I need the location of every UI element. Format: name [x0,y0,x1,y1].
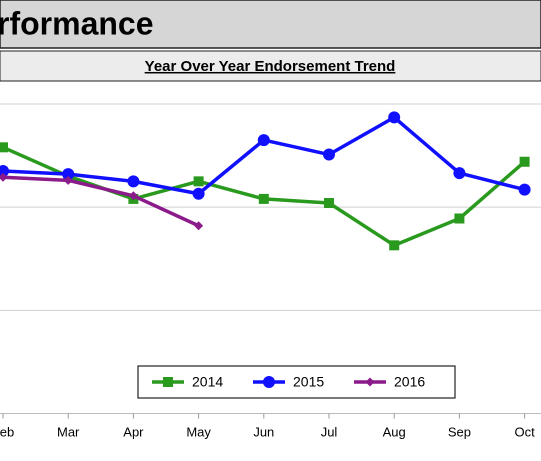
marker [323,148,335,161]
legend-label: 2015 [293,374,324,390]
header-band [0,0,541,49]
marker [324,198,334,209]
marker [518,183,531,196]
x-tick-label: Mar [57,424,80,439]
marker [0,172,8,182]
marker [257,134,270,147]
marker [192,187,205,200]
x-tick-label: Sep [448,424,471,439]
marker [519,156,530,167]
legend: 2014 2015 2016 [137,365,456,399]
series-line [2,175,200,228]
marker [453,167,466,180]
marker [365,377,375,387]
x-tick-label: Apr [123,424,144,439]
marker [128,191,138,201]
marker [0,142,8,153]
marker [258,193,269,204]
marker [62,168,75,181]
x-tick-label: May [186,424,211,439]
marker [454,213,465,224]
marker [63,175,73,185]
marker [127,175,140,188]
marker [388,111,401,124]
marker [389,240,400,251]
legend-label: 2016 [394,374,425,390]
legend-box [137,365,456,399]
marker [194,221,204,231]
marker [263,376,275,388]
plot-area: Feb Mar Apr May Jun Jul Aug Sep Oct 2014 2015 2016 [0,103,541,439]
x-tick-label: Jul [321,424,338,439]
chart-subtitle: Year Over Year Endorsement Trend [145,58,396,75]
marker [193,176,204,187]
marker [163,377,173,387]
subtitle-band [0,50,541,82]
x-tick-label: Oct [514,424,535,439]
chart-title: rformance [0,5,154,41]
x-tick-label: Feb [0,424,14,439]
x-tick-label: Jun [253,424,274,439]
legend-label: 2014 [192,374,223,390]
x-tick-label: Aug [383,424,406,439]
